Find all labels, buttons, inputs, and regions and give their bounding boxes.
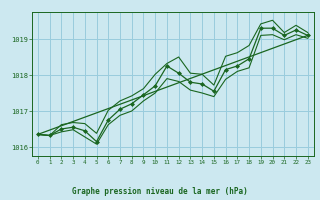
Text: Graphe pression niveau de la mer (hPa): Graphe pression niveau de la mer (hPa) [72, 187, 248, 196]
